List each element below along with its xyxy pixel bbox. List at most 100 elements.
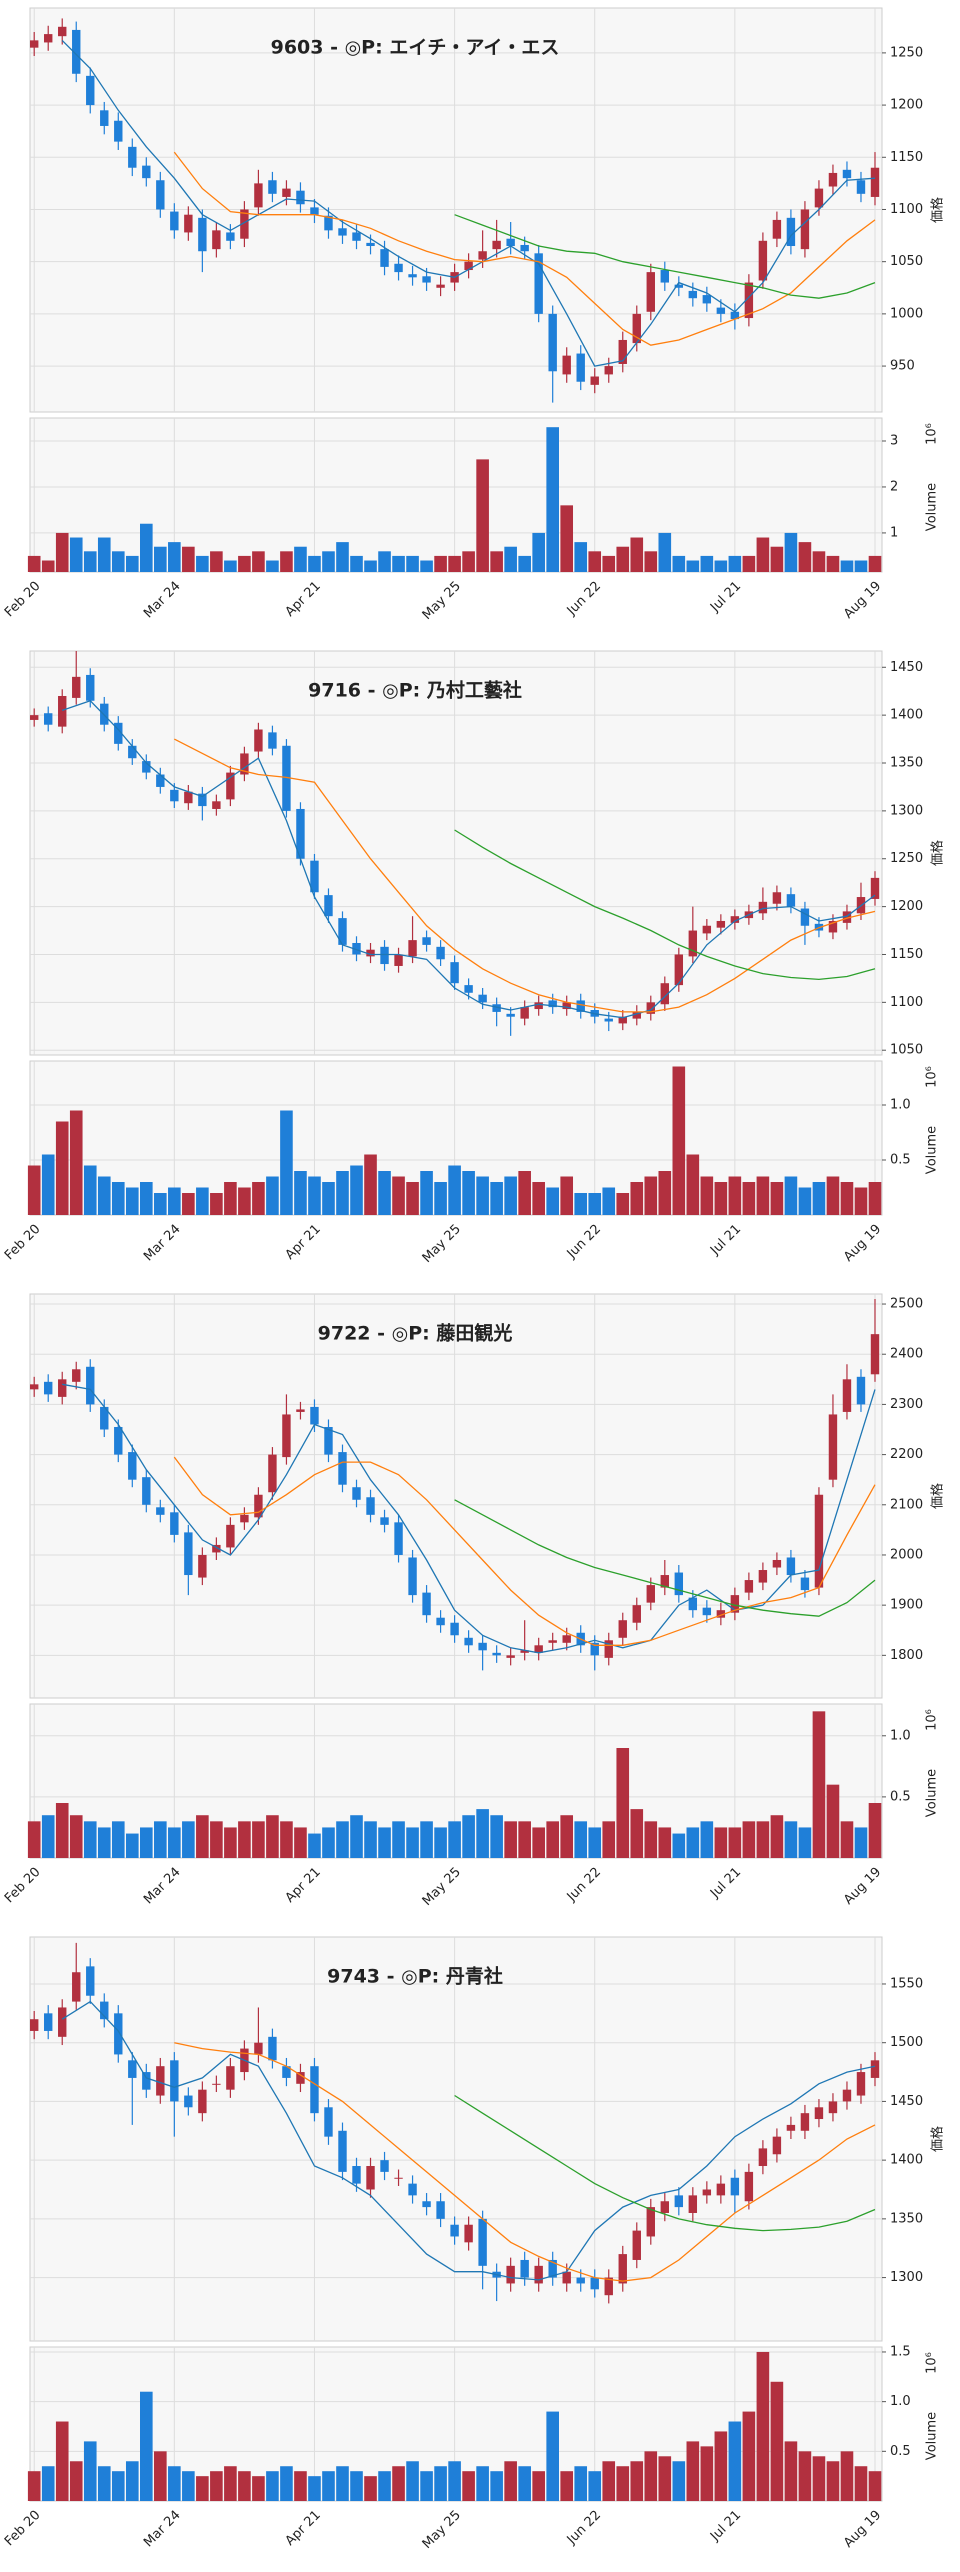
candle-body [758,240,768,281]
candle-body [366,1497,375,1515]
volume-bar [266,2471,279,2501]
volume-bar [588,2471,602,2501]
volume-bar [868,555,882,572]
candle-body [548,313,557,372]
x-tick-label: Jun 22 [564,579,604,619]
y-tick-label: 1550 [890,1976,923,1991]
x-tick-label: Feb 20 [2,2508,44,2550]
price-plot-area [29,650,883,1056]
volume-bar [322,551,335,572]
candle-body [618,1620,627,1638]
candle-body [184,791,193,804]
volume-bar [69,2461,83,2501]
candle-body [58,2007,67,2037]
price-plot-area [29,1936,883,2342]
volume-bar [252,1182,265,1215]
candle-body [296,190,305,205]
volume-bar [364,2476,377,2501]
candle-body [730,2177,740,2196]
x-tick-label: Jun 22 [564,1865,604,1905]
volume-bar [546,1821,559,1858]
candle-body [72,1369,81,1382]
candle-body [702,295,712,304]
y-tick-label: 1100 [890,202,923,217]
candle-body [128,1452,137,1480]
candle-body [352,232,361,241]
volume-axis-label: Volume [925,483,940,531]
candle-body [324,2107,333,2137]
moving-average-line [173,151,876,346]
volume-bar [574,1193,588,1215]
volume-bar [27,555,41,572]
candle-body [506,238,515,247]
candle-body [534,1002,543,1010]
x-tick-label: May 25 [420,1222,464,1266]
candle-body [184,2095,193,2108]
candle-body [58,695,67,727]
candle-body [310,2066,319,2114]
volume-bar [770,1182,784,1215]
y-tick-label: 1450 [890,2094,923,2109]
volume-bar [504,1176,517,1215]
candle-body [520,1650,529,1653]
volume-bar [140,2391,153,2501]
candle-body [86,674,95,701]
volume-bar [224,560,237,572]
candle-body [786,2124,796,2131]
candle-body [310,207,319,215]
volume-bar [686,2441,700,2501]
volume-bar [308,2476,321,2501]
candle-body [212,230,221,250]
chart-title: 9603 - ◎P: エイチ・アイ・エス [271,37,560,59]
volume-bar [336,2466,349,2501]
volume-bar [546,427,559,572]
candle-body [464,261,473,271]
volume-bar [546,2411,559,2501]
volume-bar [518,1171,531,1215]
candle-body [156,2066,165,2096]
candle-body [268,1454,277,1493]
candle-body [324,895,333,917]
chart-title: 9716 - ◎P: 乃村工藝社 [308,679,522,702]
candle-body [800,209,810,250]
y-axis-label: 価格 [930,1483,946,1509]
candle-body [870,2060,880,2078]
volume-bar [41,560,55,572]
candle-body [744,282,754,319]
candle-body [226,232,235,241]
volume-bar [154,546,167,572]
volume-bar [658,1171,672,1215]
candle-body [828,2101,838,2114]
volume-bar [588,1827,602,1858]
volume-bar [224,2466,237,2501]
volume-bar [364,560,377,572]
volume-bar [308,555,321,572]
y-tick-label: 1150 [890,150,923,165]
y-tick-label: 2000 [890,1547,923,1562]
volume-bar [756,2351,770,2501]
volume-bar [294,546,307,572]
volume-bar [574,1821,588,1858]
volume-bar [27,2471,41,2501]
candle-body [646,1585,655,1603]
volume-bar [196,2476,209,2501]
volume-bar [55,2421,69,2501]
volume-bar [476,459,489,572]
candle-body [688,1597,698,1611]
candle-body [800,908,810,926]
candle-body [30,715,39,720]
candle-body [408,2183,417,2196]
candle-body [604,1018,613,1022]
volume-bar [252,551,265,572]
volume-exponent: 10⁶ [925,1066,940,1088]
candle-body [268,180,277,194]
candle-body [800,2113,810,2131]
volume-bar [490,551,503,572]
volume-bar [224,1827,237,1858]
candle-body [688,290,698,299]
x-tick-label: Mar 24 [141,1865,184,1908]
moving-average-line [454,214,876,299]
volume-bar [308,1176,321,1215]
moving-average-line [173,1456,876,1646]
candle-body [618,1016,627,1024]
